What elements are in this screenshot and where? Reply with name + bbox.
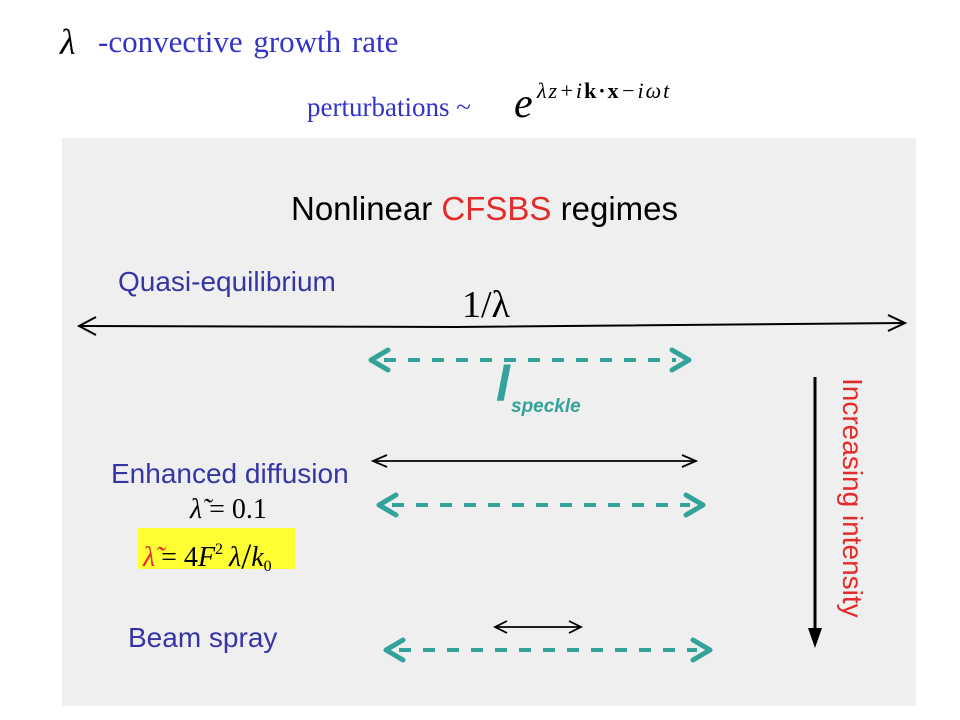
title-post: regimes: [551, 190, 678, 227]
regime-quasi-equilibrium: Quasi-equilibrium: [118, 266, 336, 297]
exponent-part-1: λz+i: [537, 78, 585, 103]
definition-equals: = 4: [161, 542, 198, 573]
speckle-length-subscript: speckle: [511, 396, 581, 417]
lambda-symbol: λ: [60, 22, 76, 62]
title-pre: Nonlinear: [291, 190, 442, 227]
threshold-rhs: = 0.1: [209, 494, 267, 525]
exponent-part-3: −iωt: [620, 78, 672, 103]
exponent: λz+ik·x−iωt: [537, 80, 671, 102]
diagram-title: Nonlinear CFSBS regimes: [291, 192, 678, 225]
perturbations-label: perturbations ~: [307, 92, 471, 122]
diagram-panel: [62, 138, 916, 706]
definition-k: k: [251, 542, 264, 573]
definition-lambda: λ: [229, 542, 242, 573]
threshold-lhs: λ̃: [190, 494, 203, 525]
increasing-intensity-label: Increasing intensity: [837, 378, 868, 618]
exponential-base: e: [514, 81, 533, 127]
definition-equation: λ̃ = 4F2 λ/k0: [143, 536, 272, 575]
speckle-length-symbol: l: [496, 356, 510, 412]
regime-enhanced-diffusion: Enhanced diffusion: [111, 458, 349, 489]
regime-beam-spray: Beam spray: [128, 622, 278, 653]
definition-lhs: λ̃: [143, 542, 156, 573]
highlighted-definition-box: λ̃ = 4F2 λ/k0: [138, 528, 295, 575]
definition-slash: /: [241, 536, 252, 576]
inverse-growth-label: 1/λ: [462, 284, 510, 326]
exponent-part-2: k·x: [584, 78, 621, 103]
threshold-equation: λ̃ = 0.1: [190, 496, 267, 524]
definition-subscript: 0: [263, 558, 272, 575]
lambda-definition: -convective growth rate: [98, 24, 399, 59]
title-highlight: CFSBS: [441, 190, 552, 227]
definition-superscript: 2: [215, 541, 224, 558]
definition-var-f: F: [197, 542, 216, 573]
